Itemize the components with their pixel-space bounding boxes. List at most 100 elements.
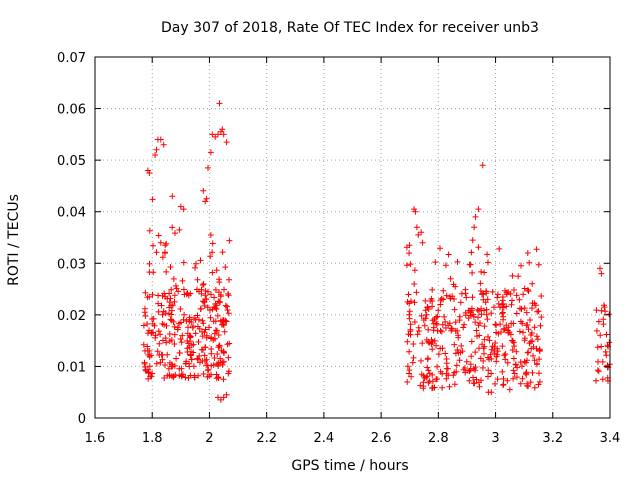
data-point [212,318,219,325]
data-point [601,302,607,309]
data-point [536,356,543,363]
data-point [219,318,226,325]
data-point [418,357,424,364]
data-point [171,341,178,347]
data-point [519,375,526,382]
data-point [418,229,425,236]
data-point [437,245,443,252]
data-point [409,359,416,366]
data-point [478,268,485,275]
data-point [197,257,204,264]
data-point [454,346,461,353]
data-point [216,298,223,305]
data-point [207,149,214,156]
data-point [413,289,420,296]
data-point [524,250,531,256]
data-point [429,298,436,304]
data-point [434,327,441,334]
data-point [517,318,524,325]
data-point [472,213,479,220]
data-point [163,339,170,346]
data-point [493,322,500,329]
data-point [161,290,168,297]
data-point [519,363,525,370]
data-point [492,380,498,387]
data-point [155,328,162,335]
data-point [188,356,195,363]
data-point [444,365,451,372]
data-point [429,303,436,310]
data-point [458,290,465,297]
data-point [146,269,153,276]
data-point [513,292,520,299]
data-point [168,337,175,343]
data-point [515,273,522,280]
data-point [502,356,509,363]
data-point [194,312,201,319]
data-point [209,240,216,247]
data-point [403,244,410,251]
data-point [476,308,482,314]
x-tick-label: 2.4 [314,431,335,446]
data-point [162,242,169,249]
data-point [172,371,179,378]
data-point [145,351,152,358]
data-point [598,343,605,350]
data-point [216,289,222,296]
data-point [217,355,224,362]
data-point [146,227,153,234]
data-point [216,276,223,283]
data-point [469,294,476,301]
data-point [214,351,221,357]
data-point [533,345,540,352]
data-point [203,195,210,202]
data-point [179,332,186,339]
data-point [469,269,476,276]
data-point [181,311,188,318]
data-point [168,302,175,309]
data-point [404,363,411,370]
y-tick-label: 0.06 [57,103,86,118]
data-point [202,198,209,205]
data-point [439,345,446,352]
data-point [506,386,513,393]
data-point [217,293,224,300]
data-point [453,362,460,369]
data-point [593,307,600,314]
data-point [429,317,436,324]
data-point [207,253,214,260]
data-point [220,131,227,138]
y-tick-label: 0.07 [57,51,86,66]
data-point [511,343,518,350]
data-point [184,338,191,344]
data-point [527,338,534,345]
data-point [505,289,512,295]
data-point [146,348,153,354]
data-point [514,364,521,371]
data-point [445,251,452,258]
data-point [445,372,452,379]
data-point [220,322,227,329]
data-point [504,359,511,366]
data-point [603,352,610,359]
data-point [480,358,487,364]
data-point [406,311,413,318]
data-point [179,277,186,284]
data-point [479,341,486,348]
data-point [178,372,185,379]
data-point [145,370,152,376]
y-tick-label: 0.03 [57,257,86,272]
data-point [600,316,607,323]
data-point [484,251,491,258]
data-point [474,306,481,313]
data-point [510,320,517,327]
data-point [152,152,159,158]
data-point [518,306,525,312]
data-points [140,100,613,403]
data-point [155,300,162,307]
data-point [422,307,429,314]
data-point [196,325,203,332]
data-point [481,350,487,357]
data-point [225,292,232,299]
